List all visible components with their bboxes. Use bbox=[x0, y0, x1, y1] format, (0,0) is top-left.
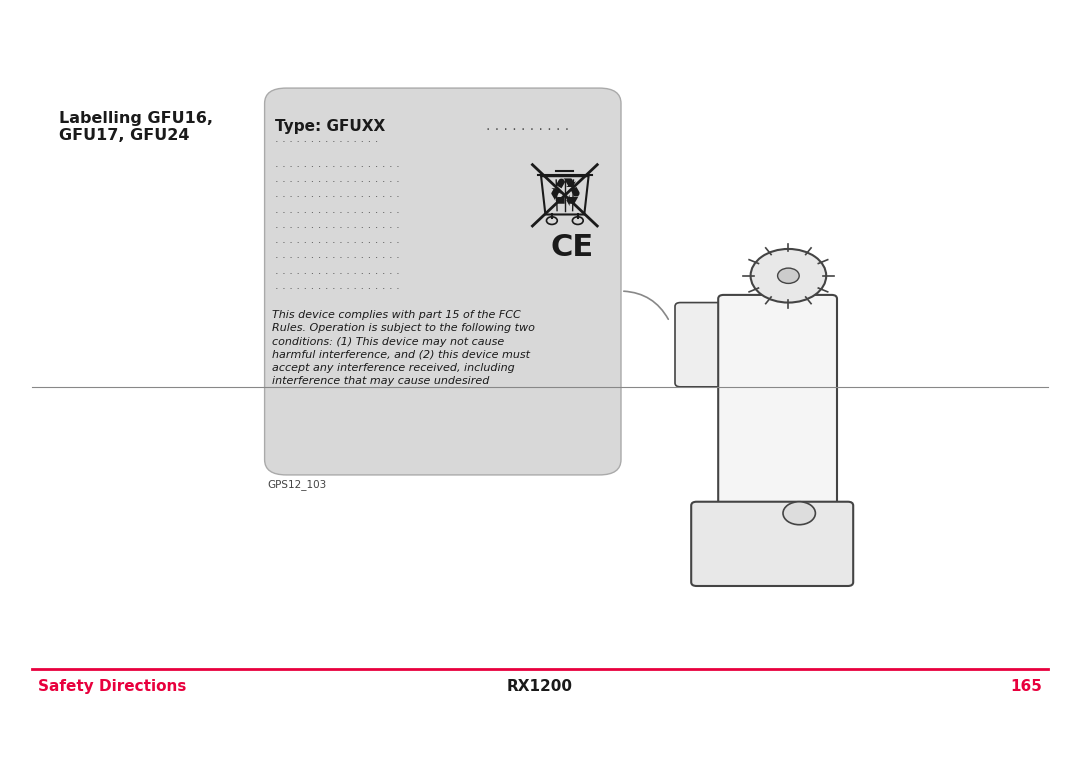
Text: This device complies with part 15 of the FCC
Rules. Operation is subject to the : This device complies with part 15 of the… bbox=[272, 310, 535, 386]
Circle shape bbox=[751, 249, 826, 303]
Text: GPS12_103: GPS12_103 bbox=[268, 479, 327, 489]
Text: . . . . . . . . . . . . . . . . . .: . . . . . . . . . . . . . . . . . . bbox=[275, 205, 401, 214]
Text: . . . . . . . . . . . . . . . . . .: . . . . . . . . . . . . . . . . . . bbox=[275, 174, 401, 184]
Text: . . . . . . . . . . . . . . . . . .: . . . . . . . . . . . . . . . . . . bbox=[275, 266, 401, 276]
Text: . . . . . . . . . . . . . . . . . .: . . . . . . . . . . . . . . . . . . bbox=[275, 250, 401, 260]
Text: Type: GFUXX: Type: GFUXX bbox=[275, 119, 386, 134]
Text: . . . . . . . . . . . . . . . . . .: . . . . . . . . . . . . . . . . . . bbox=[275, 281, 401, 291]
FancyBboxPatch shape bbox=[691, 502, 853, 586]
Text: Safety Directions: Safety Directions bbox=[38, 679, 186, 695]
Text: . . . . . . . . . . . . . . . . . .: . . . . . . . . . . . . . . . . . . bbox=[275, 159, 401, 169]
Text: ♻: ♻ bbox=[548, 176, 582, 214]
Text: . . . . . . . . . . . . . . . . . .: . . . . . . . . . . . . . . . . . . bbox=[275, 220, 401, 230]
Text: . . . . . . . . . . . . . . .: . . . . . . . . . . . . . . . bbox=[275, 134, 379, 144]
FancyBboxPatch shape bbox=[675, 303, 734, 387]
Text: RX1200: RX1200 bbox=[507, 679, 573, 695]
Text: 165: 165 bbox=[1010, 679, 1042, 695]
FancyBboxPatch shape bbox=[718, 295, 837, 517]
Circle shape bbox=[783, 502, 815, 525]
Text: . . . . . . . . . .: . . . . . . . . . . bbox=[486, 119, 569, 133]
Text: . . . . . . . . . . . . . . . . . .: . . . . . . . . . . . . . . . . . . bbox=[275, 189, 401, 199]
FancyBboxPatch shape bbox=[265, 88, 621, 475]
FancyArrowPatch shape bbox=[624, 291, 669, 319]
Text: Labelling GFU16,
GFU17, GFU24: Labelling GFU16, GFU17, GFU24 bbox=[59, 111, 214, 143]
Circle shape bbox=[778, 268, 799, 283]
Text: . . . . . . . . . . . . . . . . . .: . . . . . . . . . . . . . . . . . . bbox=[275, 235, 401, 245]
Text: CE: CE bbox=[551, 233, 594, 262]
